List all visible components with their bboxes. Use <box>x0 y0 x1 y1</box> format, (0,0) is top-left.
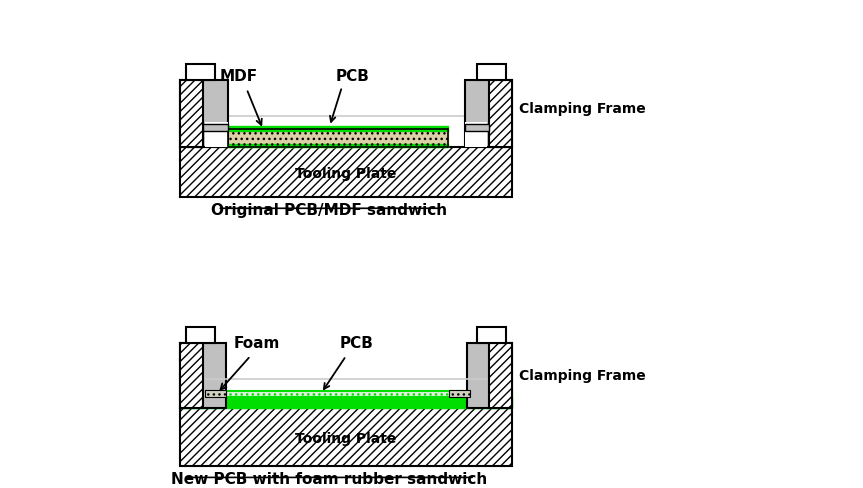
Bar <box>186 327 216 343</box>
Bar <box>464 122 488 147</box>
Bar <box>489 343 513 407</box>
Bar <box>467 343 513 407</box>
Bar <box>180 147 513 197</box>
Bar <box>477 64 506 81</box>
Bar <box>180 343 203 407</box>
Bar <box>180 81 228 147</box>
Bar <box>464 124 489 131</box>
Text: Clamping Frame: Clamping Frame <box>519 102 646 117</box>
Text: PCB: PCB <box>340 336 374 351</box>
Text: Clamping Frame: Clamping Frame <box>519 369 646 384</box>
Bar <box>228 129 448 147</box>
Text: Foam: Foam <box>234 336 280 351</box>
Bar <box>205 390 226 397</box>
Bar <box>180 391 513 397</box>
Bar <box>489 81 513 147</box>
Text: PCB: PCB <box>336 69 369 83</box>
Bar <box>464 81 513 147</box>
Bar <box>205 122 228 147</box>
Text: Tooling Plate: Tooling Plate <box>295 167 397 181</box>
Bar <box>180 343 226 407</box>
Bar <box>180 407 513 466</box>
Bar <box>186 64 216 81</box>
Text: Original PCB/MDF sandwich: Original PCB/MDF sandwich <box>211 203 448 218</box>
Bar <box>228 129 448 147</box>
Bar <box>180 397 513 407</box>
Bar <box>449 390 470 397</box>
Bar <box>228 144 448 147</box>
Bar <box>477 327 506 343</box>
Bar <box>203 124 228 131</box>
Bar <box>228 126 448 131</box>
Text: New PCB with foam rubber sandwich: New PCB with foam rubber sandwich <box>172 472 488 487</box>
Text: Tooling Plate: Tooling Plate <box>295 432 397 446</box>
Bar <box>180 81 203 147</box>
Text: MDF: MDF <box>219 69 257 83</box>
